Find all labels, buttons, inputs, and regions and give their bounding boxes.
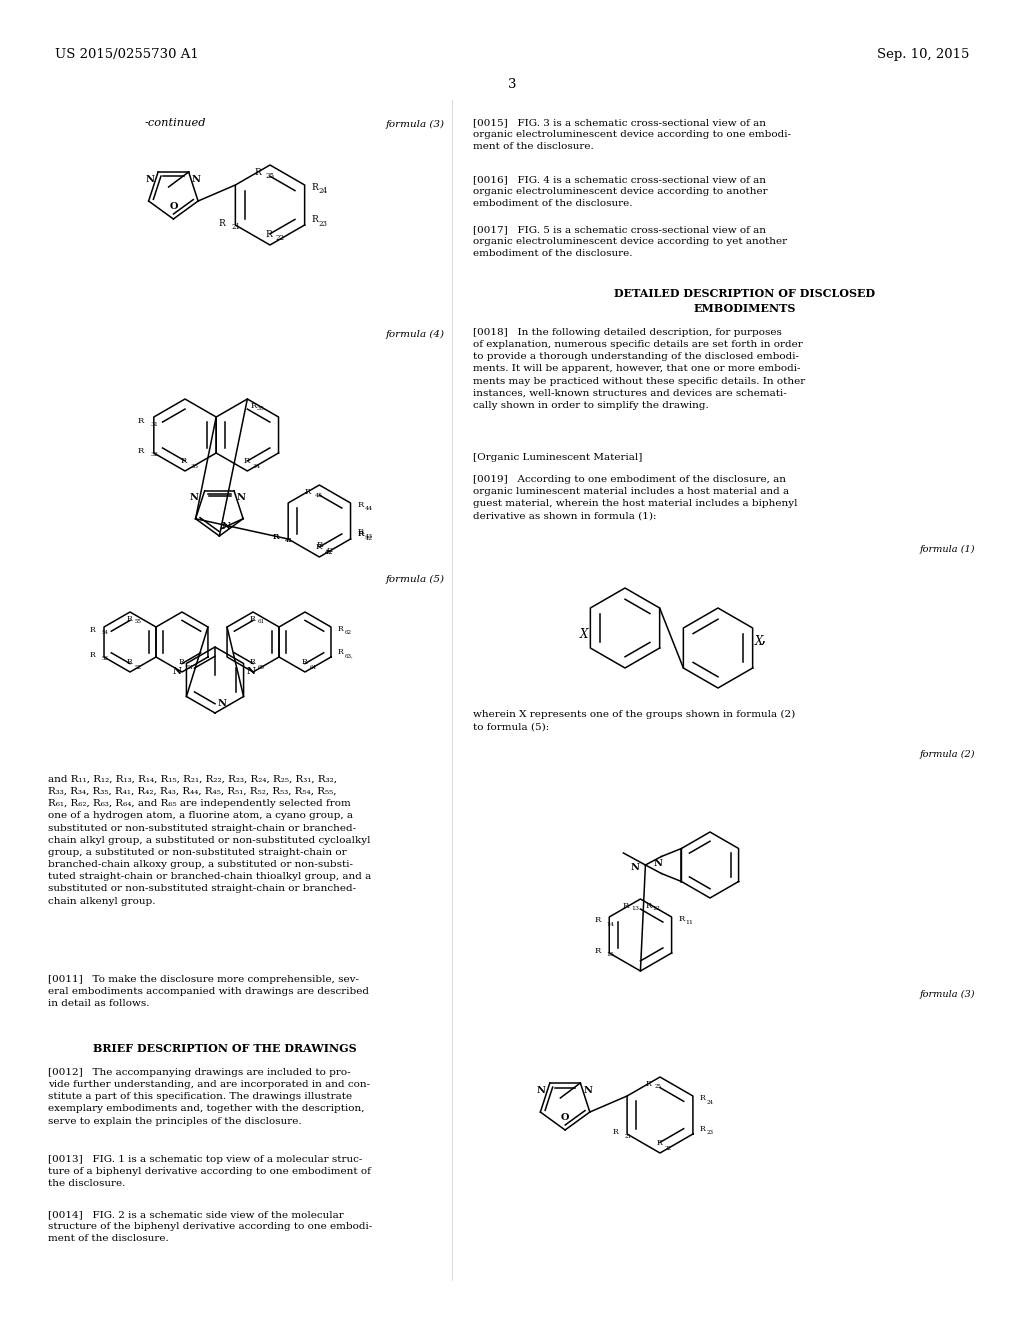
Text: R: R — [338, 624, 343, 634]
Text: 35: 35 — [256, 407, 264, 411]
Text: R: R — [645, 1080, 651, 1088]
Text: R: R — [357, 531, 364, 539]
Text: 32: 32 — [151, 453, 158, 458]
Text: 21: 21 — [625, 1134, 632, 1138]
Text: 23: 23 — [318, 220, 328, 228]
Text: 33: 33 — [190, 465, 198, 469]
Text: N: N — [191, 176, 201, 183]
Text: wherein X represents one of the groups shown in formula (2)
to formula (5):: wherein X represents one of the groups s… — [473, 710, 796, 731]
Text: 24: 24 — [318, 187, 328, 195]
Text: 41: 41 — [285, 539, 293, 544]
Text: 25: 25 — [265, 172, 274, 180]
Text: 42: 42 — [326, 548, 334, 553]
Text: R: R — [699, 1125, 706, 1133]
Text: N: N — [631, 862, 639, 871]
Text: 53: 53 — [101, 656, 109, 661]
Text: R: R — [645, 902, 651, 909]
Text: 52: 52 — [135, 665, 142, 671]
Text: [Organic Luminescent Material]: [Organic Luminescent Material] — [473, 453, 642, 462]
Text: N: N — [145, 176, 154, 183]
Text: formula (3): formula (3) — [920, 990, 975, 999]
Text: R: R — [338, 648, 343, 656]
Text: R: R — [138, 447, 144, 455]
Text: R: R — [181, 457, 187, 465]
Text: 51: 51 — [187, 665, 194, 671]
Text: [0018]   In the following detailed description, for purposes
of explanation, num: [0018] In the following detailed descrip… — [473, 327, 805, 411]
Text: [0011]   To make the disclosure more comprehensible, sev-
eral embodiments accom: [0011] To make the disclosure more compr… — [48, 975, 369, 1008]
Text: N: N — [189, 492, 199, 502]
Text: 41: 41 — [285, 539, 293, 544]
Text: 23: 23 — [707, 1130, 714, 1135]
Text: R: R — [316, 541, 323, 549]
Text: 25: 25 — [655, 1084, 662, 1089]
Text: R: R — [138, 417, 144, 425]
Text: R: R — [272, 533, 279, 541]
Text: 43: 43 — [365, 533, 373, 539]
Text: R: R — [301, 657, 307, 667]
Text: 15: 15 — [606, 953, 614, 957]
Text: 54: 54 — [101, 631, 109, 635]
Text: 12: 12 — [652, 906, 660, 911]
Text: DETAILED DESCRIPTION OF DISCLOSED
EMBODIMENTS: DETAILED DESCRIPTION OF DISCLOSED EMBODI… — [614, 288, 876, 314]
Text: N: N — [173, 668, 181, 676]
Text: 34: 34 — [252, 465, 260, 469]
Text: N: N — [247, 668, 255, 676]
Text: R: R — [678, 915, 685, 923]
Text: O: O — [169, 202, 177, 211]
Text: 61: 61 — [258, 619, 265, 624]
Text: R: R — [656, 1139, 662, 1147]
Text: R: R — [126, 657, 132, 667]
Text: 21: 21 — [231, 223, 241, 231]
Text: R: R — [315, 543, 322, 550]
Text: R: R — [89, 651, 95, 659]
Text: R: R — [594, 916, 600, 924]
Text: R: R — [219, 219, 225, 227]
Text: [0019]   According to one embodiment of the disclosure, an
organic luminescent m: [0019] According to one embodiment of th… — [473, 475, 798, 520]
Text: US 2015/0255730 A1: US 2015/0255730 A1 — [55, 48, 199, 61]
Text: N: N — [584, 1086, 592, 1096]
Text: [0015]   FIG. 3 is a schematic cross-sectional view of an
organic electrolumines: [0015] FIG. 3 is a schematic cross-secti… — [473, 117, 791, 152]
Text: 64: 64 — [310, 665, 317, 671]
Text: X: X — [580, 628, 588, 642]
Text: 42: 42 — [365, 536, 373, 540]
Text: 42: 42 — [325, 550, 333, 554]
Text: N: N — [218, 700, 227, 708]
Text: R: R — [311, 182, 318, 191]
Text: -continued: -continued — [144, 117, 206, 128]
Text: O: O — [561, 1113, 569, 1122]
Text: R: R — [250, 403, 257, 411]
Text: R: R — [357, 528, 364, 536]
Text: 44: 44 — [365, 507, 373, 511]
Text: R: R — [244, 457, 250, 465]
Text: R: R — [249, 615, 255, 623]
Text: 13: 13 — [632, 906, 639, 911]
Text: 63,: 63, — [345, 653, 353, 659]
Text: 55: 55 — [135, 619, 142, 624]
Text: R: R — [699, 1094, 706, 1102]
Text: 24: 24 — [707, 1100, 714, 1105]
Text: 14: 14 — [606, 921, 614, 927]
Text: R: R — [89, 626, 95, 634]
Text: R: R — [126, 615, 132, 623]
Text: 62: 62 — [345, 631, 351, 635]
Text: N: N — [221, 521, 230, 531]
Text: N: N — [237, 492, 245, 502]
Text: R: R — [304, 488, 310, 496]
Text: 31: 31 — [151, 421, 158, 426]
Text: R: R — [249, 657, 255, 667]
Text: R: R — [357, 502, 364, 510]
Text: formula (3): formula (3) — [386, 120, 445, 129]
Text: 11: 11 — [685, 920, 693, 925]
Text: 65: 65 — [258, 665, 265, 671]
Text: [0012]   The accompanying drawings are included to pro-
vide further understandi: [0012] The accompanying drawings are inc… — [48, 1068, 370, 1126]
Text: R: R — [357, 531, 364, 539]
Text: [0016]   FIG. 4 is a schematic cross-sectional view of an
organic electrolumines: [0016] FIG. 4 is a schematic cross-secti… — [473, 176, 768, 209]
Text: R: R — [612, 1129, 618, 1137]
Text: Sep. 10, 2015: Sep. 10, 2015 — [877, 48, 969, 61]
Text: and R₁₁, R₁₂, R₁₃, R₁₄, R₁₅, R₂₁, R₂₂, R₂₃, R₂₄, R₂₅, R₃₁, R₃₂,
R₃₃, R₃₄, R₃₅, R: and R₁₁, R₁₂, R₁₃, R₁₄, R₁₅, R₂₁, R₂₂, R… — [48, 775, 372, 906]
Text: BRIEF DESCRIPTION OF THE DRAWINGS: BRIEF DESCRIPTION OF THE DRAWINGS — [93, 1043, 356, 1053]
Text: formula (2): formula (2) — [920, 750, 975, 759]
Text: [0013]   FIG. 1 is a schematic top view of a molecular struc-
ture of a biphenyl: [0013] FIG. 1 is a schematic top view of… — [48, 1155, 371, 1188]
Text: 3: 3 — [508, 78, 516, 91]
Text: 22: 22 — [665, 1146, 672, 1151]
